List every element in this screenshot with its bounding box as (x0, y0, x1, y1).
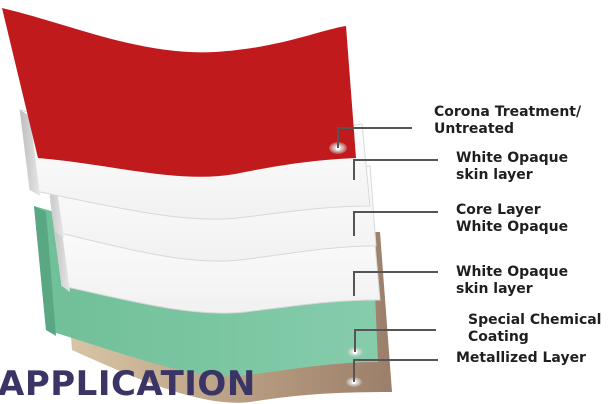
application-heading: APPLICATION (0, 364, 256, 404)
callout-line-metallized (353, 359, 438, 382)
label-skin-upper-line1: White Opaque (456, 150, 569, 166)
callout-line-chemical (354, 329, 436, 352)
callout-line-core (353, 211, 438, 236)
label-chemical-line2: Coating (468, 329, 529, 345)
label-core-layer: Core Layer White Opaque (456, 202, 568, 236)
skin-layer-upper-edge (20, 110, 40, 196)
label-corona-treatment: Corona Treatment/ Untreated (434, 104, 581, 138)
callout-line-skin-upper (353, 159, 438, 180)
label-skin-lower-line1: White Opaque (456, 264, 569, 280)
label-skin-lower-line2: skin layer (456, 281, 533, 297)
label-metallized: Metallized Layer (456, 350, 586, 367)
label-chemical-line1: Special Chemical (468, 312, 602, 328)
corona-treatment-layer (2, 8, 356, 177)
callout-line-skin-lower (353, 271, 438, 296)
label-corona-line1: Corona Treatment/ (434, 104, 582, 120)
label-skin-upper: White Opaque skin layer (456, 150, 568, 184)
label-core-line2: White Opaque (456, 219, 569, 235)
label-chemical-coating: Special Chemical Coating (456, 312, 602, 346)
callout-line-corona (337, 127, 412, 148)
chemical-coating-edge (34, 206, 56, 336)
label-skin-upper-line2: skin layer (456, 167, 533, 183)
label-core-line1: Core Layer (456, 202, 541, 218)
label-skin-lower: White Opaque skin layer (456, 264, 568, 298)
label-corona-line2: Untreated (434, 121, 515, 137)
label-metallized-line1: Metallized Layer (456, 350, 586, 366)
